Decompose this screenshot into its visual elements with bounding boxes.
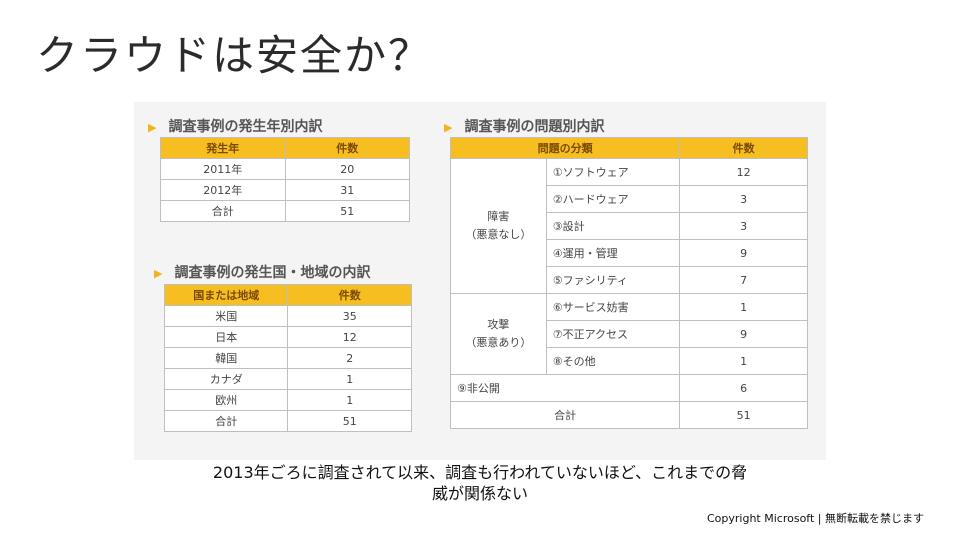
table-cell: 51 — [287, 410, 412, 432]
table-row: カナダ 1 — [163, 368, 412, 390]
table-cell: 2011年 — [160, 158, 286, 180]
slide-title: クラウドは安全か？ — [36, 31, 433, 80]
table-row: 合計 51 — [449, 401, 808, 429]
table-row: 2011年 20 — [160, 158, 411, 180]
table-cell: 9 — [679, 320, 808, 348]
table-cell: ⑥サービス妨害 — [545, 293, 681, 321]
caption-line: 2013年ごろに調査されて以来、調査も行われていないほど、これまでの脅 — [212, 463, 748, 482]
table-cell: ⑤ファシリティ — [545, 266, 681, 294]
year-table: 発生年 件数 2011年 20 2012年 31 合計 51 — [160, 137, 411, 222]
group-cell-attack: 攻撃 （悪意あり） — [450, 293, 547, 375]
group-cell-failure: 障害 （悪意なし） — [450, 158, 547, 294]
table-row: 合計 51 — [163, 410, 412, 432]
problem-table: 問題の分類 件数 障害 （悪意なし） ①ソフトウェア 12 ②ハードウェア 3 … — [449, 137, 808, 429]
table-cell: ③設計 — [545, 212, 681, 240]
country-table: 国または地域 件数 米国 35 日本 12 韓国 2 カナダ 1 欧州 1 合計… — [163, 284, 412, 432]
table-cell: 1 — [287, 368, 412, 390]
triangle-bullet-icon: ▶ — [148, 121, 157, 134]
country-table-title: ▶ 調査事例の発生国・地域の内訳 — [154, 262, 370, 282]
triangle-bullet-icon: ▶ — [154, 267, 163, 280]
triangle-bullet-icon: ▶ — [444, 121, 453, 134]
table-row: 日本 12 — [163, 326, 412, 348]
table-row: 合計 51 — [160, 200, 411, 222]
table-cell: 1 — [287, 389, 412, 411]
group-label: 障害 — [487, 210, 510, 223]
header-cell: 発生年 — [160, 137, 286, 159]
table-cell: 35 — [287, 305, 412, 327]
table-cell: 9 — [679, 239, 808, 267]
table-header-row: 発生年 件数 — [160, 137, 411, 159]
table-cell: 3 — [679, 185, 808, 213]
header-cell: 件数 — [284, 137, 411, 159]
table-cell: 1 — [679, 347, 808, 375]
group-label: 攻撃 — [487, 318, 510, 331]
caption: 2013年ごろに調査されて以来、調査も行われていないほど、これまでの脅 威が関係… — [150, 462, 810, 504]
table-cell: 3 — [679, 212, 808, 240]
table-cell: ⑦不正アクセス — [545, 320, 681, 348]
table-header-row: 国または地域 件数 — [163, 284, 412, 306]
table-cell: 合計 — [160, 200, 286, 222]
table-cell: ⑧その他 — [545, 347, 681, 375]
survey-figure: ▶ 調査事例の発生年別内訳 発生年 件数 2011年 20 2012年 31 合計… — [134, 102, 826, 460]
table-header-row: 問題の分類 件数 — [449, 137, 808, 159]
table-row: 攻撃 （悪意あり） ⑥サービス妨害 1 — [450, 293, 808, 375]
table-row: ⑦不正アクセス 9 — [451, 320, 808, 348]
table-cell: 12 — [679, 158, 808, 186]
table-cell: ⑨非公開 — [449, 374, 681, 402]
table-cell: 20 — [284, 158, 411, 180]
table-row: 韓国 2 — [163, 347, 412, 369]
table-row: 2012年 31 — [160, 179, 411, 201]
table-cell: 合計 — [163, 410, 289, 432]
table-row: 欧州 1 — [163, 389, 412, 411]
table-cell: ②ハードウェア — [545, 185, 681, 213]
table-cell: 7 — [679, 266, 808, 294]
header-cell: 問題の分類 — [449, 137, 681, 159]
table-cell: 51 — [284, 200, 411, 222]
table-row: ④運用・管理 9 — [451, 239, 808, 267]
table-cell: 51 — [679, 401, 808, 429]
year-table-title: ▶ 調査事例の発生年別内訳 — [148, 116, 322, 136]
table-row: 米国 35 — [163, 305, 412, 327]
table-cell: 日本 — [163, 326, 289, 348]
caption-line: 威が関係ない — [431, 484, 528, 503]
group-sublabel: （悪意あり） — [465, 336, 532, 349]
table-cell: 2012年 — [160, 179, 286, 201]
problem-table-title-text: 調査事例の問題別内訳 — [464, 119, 605, 135]
year-table-title-text: 調査事例の発生年別内訳 — [168, 119, 323, 135]
copyright-notice: Copyright Microsoft | 無断転載を禁じます — [706, 512, 924, 525]
header-cell: 件数 — [287, 284, 412, 306]
table-cell: ①ソフトウェア — [545, 158, 681, 186]
problem-table-title: ▶ 調査事例の問題別内訳 — [444, 116, 604, 136]
table-cell: 米国 — [163, 305, 289, 327]
table-row: ⑨非公開 6 — [449, 374, 808, 402]
table-cell: 2 — [287, 347, 412, 369]
table-cell: 12 — [287, 326, 412, 348]
table-cell: 合計 — [449, 401, 681, 429]
table-cell: カナダ — [163, 368, 289, 390]
header-cell: 国または地域 — [163, 284, 289, 306]
country-table-title-text: 調査事例の発生国・地域の内訳 — [174, 265, 371, 281]
table-cell: 31 — [284, 179, 411, 201]
table-cell: 韓国 — [163, 347, 289, 369]
group-sublabel: （悪意なし） — [465, 228, 532, 241]
table-cell: 1 — [679, 293, 808, 321]
header-cell: 件数 — [679, 137, 808, 159]
table-row: ②ハードウェア 3 — [451, 185, 808, 213]
table-cell: 6 — [679, 374, 808, 402]
table-cell: 欧州 — [163, 389, 289, 411]
table-cell: ④運用・管理 — [545, 239, 681, 267]
table-row: 障害 （悪意なし） ①ソフトウェア 12 — [450, 158, 808, 294]
